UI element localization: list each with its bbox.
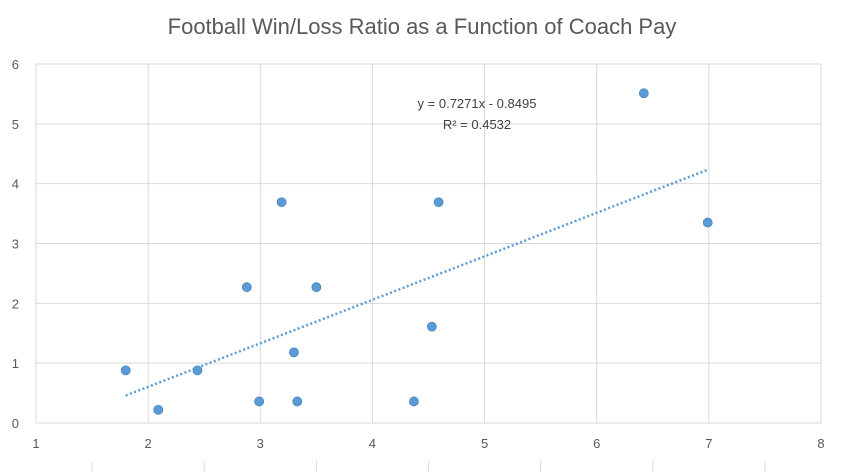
y-tick-label: 5 [12,117,19,132]
x-tick-label: 3 [257,436,264,451]
y-tick-label: 3 [12,237,19,252]
grid-lines [35,63,822,472]
data-point [702,217,713,228]
y-tick-label: 6 [12,57,19,72]
data-point [241,282,252,293]
data-point [192,365,203,376]
y-tick-label: 2 [12,296,19,311]
data-point [426,321,437,332]
x-tick-label: 4 [369,436,376,451]
data-point [254,396,265,407]
trendline-layer [125,168,709,397]
y-tick-label: 0 [12,416,19,431]
trendline-equation: y = 0.7271x - 0.8495 [418,96,537,111]
data-point [289,347,299,358]
data-point [276,197,287,208]
data-point [433,197,444,208]
trendline-r-squared: R² = 0.4532 [443,117,511,132]
data-point [120,365,131,376]
data-point [311,282,322,293]
data-point [153,404,164,415]
y-tick-label: 4 [12,177,19,192]
x-tick-label: 6 [593,436,600,451]
data-point [292,396,303,407]
y-tick-label: 1 [12,356,19,371]
x-tick-label: 8 [817,436,824,451]
data-point [409,396,419,407]
trendline [125,168,709,397]
x-tick-label: 1 [32,436,39,451]
chart-title: Football Win/Loss Ratio as a Function of… [168,14,677,39]
data-point [638,88,649,99]
x-tick-label: 7 [705,436,712,451]
x-tick-label: 5 [481,436,488,451]
data-points [120,88,713,415]
x-tick-label: 2 [145,436,152,451]
